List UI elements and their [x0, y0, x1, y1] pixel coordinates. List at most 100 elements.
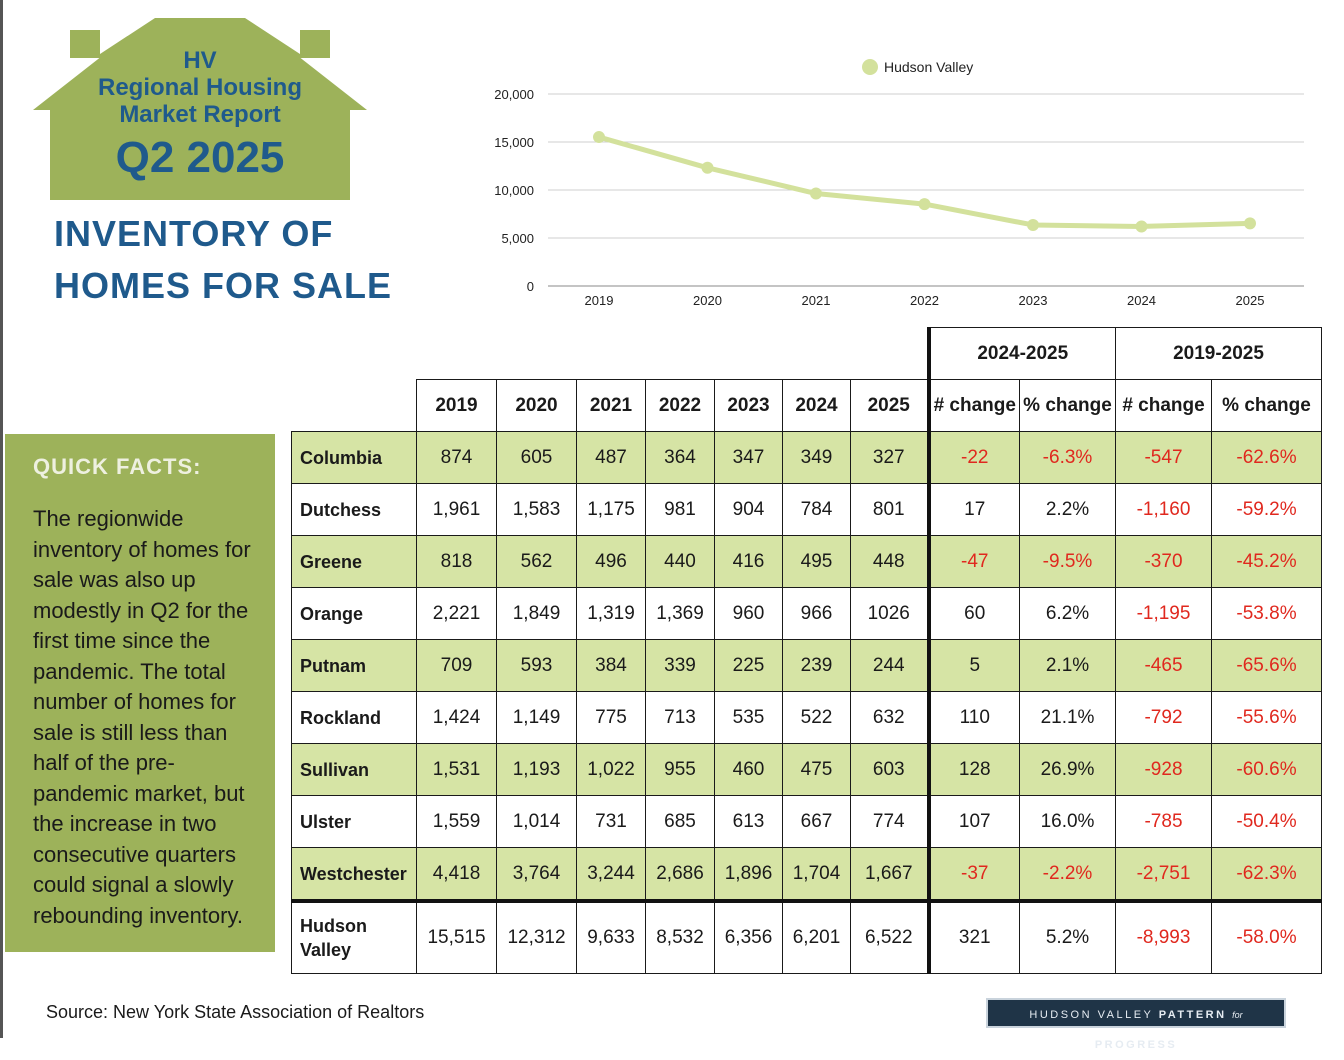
header-corner — [292, 380, 417, 432]
table-cell: -22 — [926, 431, 1020, 484]
table-cell: 874 — [416, 431, 497, 484]
column-header: 2023 — [714, 379, 783, 432]
table-cell: -928 — [1115, 743, 1212, 796]
data-point — [918, 198, 931, 211]
legend-label: Hudson Valley — [884, 59, 973, 75]
brand-progress: PROGRESS — [1094, 1039, 1178, 1051]
county-name: Hudson Valley — [291, 899, 417, 974]
y-tick-label: 10,000 — [494, 183, 534, 198]
table-cell: 6.2% — [1019, 587, 1116, 640]
table-cell: 1,849 — [496, 587, 577, 640]
table-cell: 1,704 — [782, 847, 851, 902]
brand-pattern: PATTERN — [1158, 1009, 1227, 1021]
table-cell: 244 — [850, 639, 929, 692]
table-cell: 384 — [576, 639, 646, 692]
table-cell: 2.1% — [1019, 639, 1116, 692]
column-header: 2021 — [576, 379, 646, 432]
table-cell: -58.0% — [1211, 899, 1322, 974]
column-header-row: 2019 2020 2021 2022 2023 2024 2025 # change% ch… — [292, 379, 1322, 432]
column-header: 2025 — [850, 379, 929, 432]
table-cell: 605 — [496, 431, 577, 484]
county-name: Columbia — [291, 431, 417, 484]
x-tick-label: 2021 — [802, 293, 831, 308]
table-cell: -370 — [1115, 535, 1212, 588]
table-cell: 801 — [850, 483, 929, 536]
table-cell: 632 — [850, 691, 929, 744]
table-cell: -47 — [926, 535, 1020, 588]
table-cell: -9.5% — [1019, 535, 1116, 588]
table-cell: 487 — [576, 431, 646, 484]
house-logo — [33, 18, 367, 200]
table-cell: -45.2% — [1211, 535, 1322, 588]
y-tick-label: 20,000 — [494, 87, 534, 102]
table-cell: 26.9% — [1019, 743, 1116, 796]
table-total-row: Hudson Valley 15,515 12,312 9,633 8,532 6,356… — [291, 899, 1322, 974]
inventory-line-chart: 0 5,000 10,000 15,000 20,000 2019 2020 2021 2022… — [494, 59, 1304, 308]
table-cell: 107 — [926, 795, 1020, 848]
group-header-2024-2025: 2024-2025 — [926, 327, 1116, 380]
quick-facts-body: The regionwide inventory of homes for sa… — [33, 506, 251, 928]
county-name: Putnam — [291, 639, 417, 692]
table-row: Putnam 709 593 384 339 225 239 244 5 2.1% -465 -65.… — [291, 639, 1322, 692]
brand-hudson-valley: HUDSON VALLEY — [1029, 1009, 1154, 1021]
table-cell: 955 — [645, 743, 715, 796]
table-cell: 239 — [782, 639, 851, 692]
table-cell: 603 — [850, 743, 929, 796]
table-cell: -62.3% — [1211, 847, 1322, 902]
table-cell: 496 — [576, 535, 646, 588]
table-row: Dutchess 1,961 1,583 1,175 981 904 784 801 17 2.2… — [291, 483, 1322, 536]
x-tick-label: 2020 — [693, 293, 722, 308]
quick-facts-title: QUICK FACTS: — [33, 454, 202, 479]
table-cell: 17 — [926, 483, 1020, 536]
table-cell: 784 — [782, 483, 851, 536]
table-cell: -1,195 — [1115, 587, 1212, 640]
table-cell: 12,312 — [496, 899, 577, 974]
column-header: 2022 — [645, 379, 715, 432]
column-header: % change — [1019, 379, 1116, 432]
data-point — [701, 161, 714, 174]
table-cell: 4,418 — [416, 847, 497, 902]
table-cell: -62.6% — [1211, 431, 1322, 484]
inventory-table: 2024-2025 2019-2025 2019 2020 2021 2022 2023… — [291, 327, 1322, 974]
legend-marker — [862, 59, 878, 75]
table-cell: 1026 — [850, 587, 929, 640]
table-body: Columbia 874 605 487 364 347 349 327 -22 -6.3% -54… — [291, 431, 1322, 974]
table-cell: 818 — [416, 535, 497, 588]
table-cell: 1,424 — [416, 691, 497, 744]
table-cell: 21.1% — [1019, 691, 1116, 744]
table-cell: 1,014 — [496, 795, 577, 848]
column-header: # change — [926, 379, 1020, 432]
table-cell: 1,531 — [416, 743, 497, 796]
table-cell: 5 — [926, 639, 1020, 692]
table-cell: 460 — [714, 743, 783, 796]
column-header: 2024 — [782, 379, 851, 432]
table-cell: -37 — [926, 847, 1020, 902]
logo-market-report: Market Report — [119, 101, 281, 128]
x-tick-label: 2022 — [910, 293, 939, 308]
table-cell: 1,961 — [416, 483, 497, 536]
logo-regional-housing: Regional Housing — [98, 74, 302, 101]
table-cell: 960 — [714, 587, 783, 640]
table-cell: 685 — [645, 795, 715, 848]
table-row: Columbia 874 605 487 364 347 349 327 -22 -6.3% -54… — [291, 431, 1322, 484]
table-row: Ulster 1,559 1,014 731 685 613 667 774 107 16.0% -… — [291, 795, 1322, 848]
table-row: Orange 2,221 1,849 1,319 1,369 960 966 1026 60 6.… — [291, 587, 1322, 640]
x-tick-label: 2024 — [1127, 293, 1156, 308]
group-header-row: 2024-2025 2019-2025 — [292, 327, 1322, 380]
county-name: Greene — [291, 535, 417, 588]
table-cell: -65.6% — [1211, 639, 1322, 692]
table-cell: -1,160 — [1115, 483, 1212, 536]
column-header: 2019 — [416, 379, 497, 432]
table-cell: 1,369 — [645, 587, 715, 640]
y-tick-label: 15,000 — [494, 135, 534, 150]
brand-logo: HUDSON VALLEY PATTERN for PROGRESS — [986, 998, 1286, 1051]
data-point — [1244, 217, 1256, 230]
table-cell: 522 — [782, 691, 851, 744]
table-cell: 440 — [645, 535, 715, 588]
data-point — [1027, 218, 1039, 231]
table-cell: -792 — [1115, 691, 1212, 744]
x-tick-label: 2023 — [1019, 293, 1048, 308]
table-cell: 321 — [926, 899, 1020, 974]
page-title: INVENTORY OF HOMES FOR SALE — [54, 208, 392, 312]
table-cell: 475 — [782, 743, 851, 796]
